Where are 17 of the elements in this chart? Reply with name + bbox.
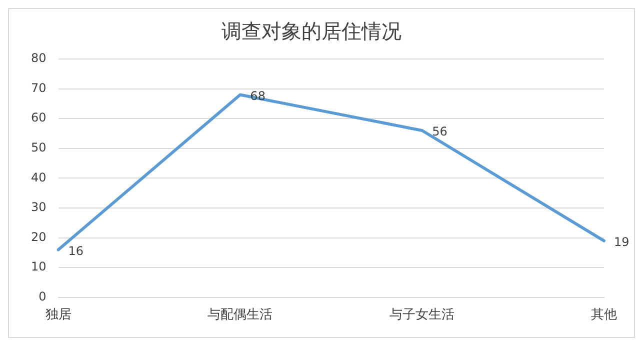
x-tick-label: 其他: [591, 308, 617, 323]
data-label: 56: [432, 124, 448, 139]
y-tick-label: 70: [30, 80, 46, 95]
y-tick-label: 40: [30, 170, 46, 184]
y-tick-label: 50: [30, 140, 46, 155]
y-tick-label: 0: [38, 290, 46, 304]
y-tick-label: 80: [30, 51, 46, 66]
y-tick-label: 60: [30, 110, 46, 125]
data-label: 19: [614, 234, 630, 249]
data-label: 16: [68, 244, 84, 258]
chart-title: 调查对象的居住情况: [222, 19, 402, 44]
y-tick-label: 10: [30, 260, 46, 274]
x-tick-label: 与配偶生活: [208, 308, 273, 323]
x-tick-label: 独居: [45, 308, 72, 323]
y-tick-label: 30: [30, 200, 46, 214]
x-tick-label: 与子女生活: [390, 308, 455, 323]
y-tick-label: 20: [30, 230, 46, 244]
